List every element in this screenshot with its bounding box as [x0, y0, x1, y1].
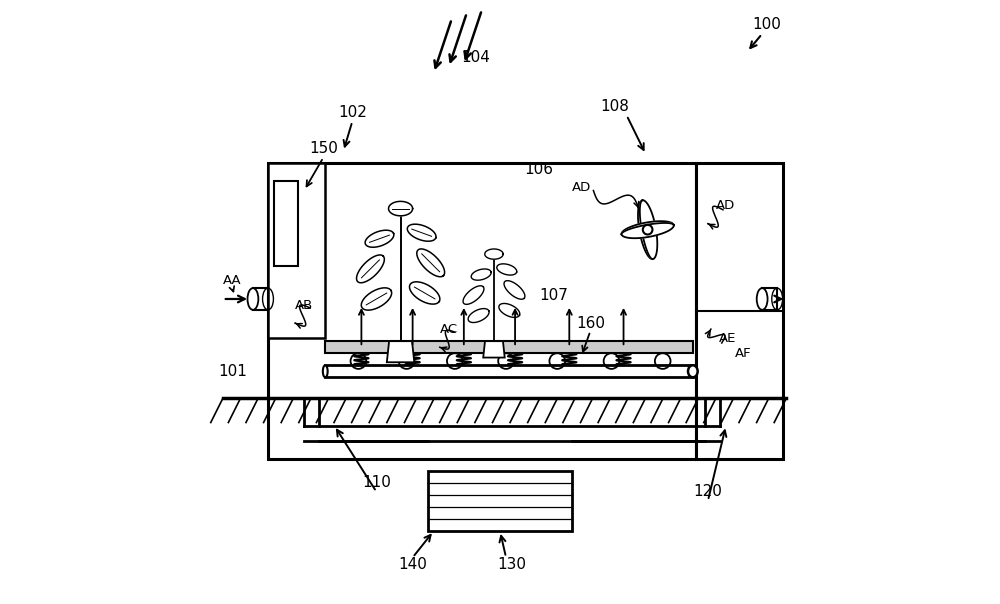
Bar: [268, 164, 325, 338]
Polygon shape: [622, 223, 674, 238]
Text: 107: 107: [540, 289, 569, 303]
Bar: [253, 288, 268, 310]
Polygon shape: [471, 269, 491, 280]
Circle shape: [643, 225, 652, 234]
Polygon shape: [468, 309, 489, 323]
Polygon shape: [483, 341, 505, 358]
Text: 102: 102: [338, 104, 367, 120]
Bar: [274, 181, 298, 266]
Text: 108: 108: [600, 98, 629, 114]
Text: 140: 140: [398, 557, 427, 571]
Text: AF: AF: [735, 347, 752, 360]
Ellipse shape: [688, 365, 698, 378]
Text: AE: AE: [719, 332, 736, 345]
Text: 110: 110: [362, 475, 391, 490]
Polygon shape: [407, 224, 436, 241]
Polygon shape: [485, 249, 503, 259]
Text: 160: 160: [576, 316, 605, 330]
Text: AD: AD: [572, 181, 591, 194]
Ellipse shape: [757, 288, 768, 310]
Polygon shape: [640, 201, 657, 259]
Bar: [762, 288, 777, 310]
Polygon shape: [504, 281, 525, 299]
Bar: [268, 164, 696, 458]
Polygon shape: [387, 341, 414, 362]
Polygon shape: [638, 201, 655, 259]
Bar: [696, 164, 783, 458]
Text: AD: AD: [716, 199, 736, 212]
Polygon shape: [417, 249, 445, 277]
Polygon shape: [497, 264, 517, 275]
Text: 100: 100: [752, 18, 781, 32]
Text: AA: AA: [223, 274, 241, 288]
Text: 120: 120: [693, 484, 722, 500]
Polygon shape: [365, 230, 394, 247]
Text: 101: 101: [219, 364, 247, 379]
Polygon shape: [389, 201, 413, 216]
Bar: [428, 471, 572, 531]
Text: 150: 150: [309, 141, 338, 156]
Bar: [325, 341, 693, 353]
Ellipse shape: [323, 365, 328, 378]
Text: 130: 130: [498, 557, 527, 571]
Polygon shape: [361, 288, 392, 310]
Text: AC: AC: [440, 323, 458, 336]
Polygon shape: [357, 255, 384, 283]
Polygon shape: [463, 286, 484, 304]
Text: 106: 106: [525, 162, 554, 177]
Ellipse shape: [248, 288, 258, 310]
Polygon shape: [409, 282, 440, 304]
Polygon shape: [499, 303, 520, 318]
Text: 104: 104: [461, 51, 490, 65]
Text: AB: AB: [295, 298, 313, 312]
Polygon shape: [622, 221, 674, 236]
